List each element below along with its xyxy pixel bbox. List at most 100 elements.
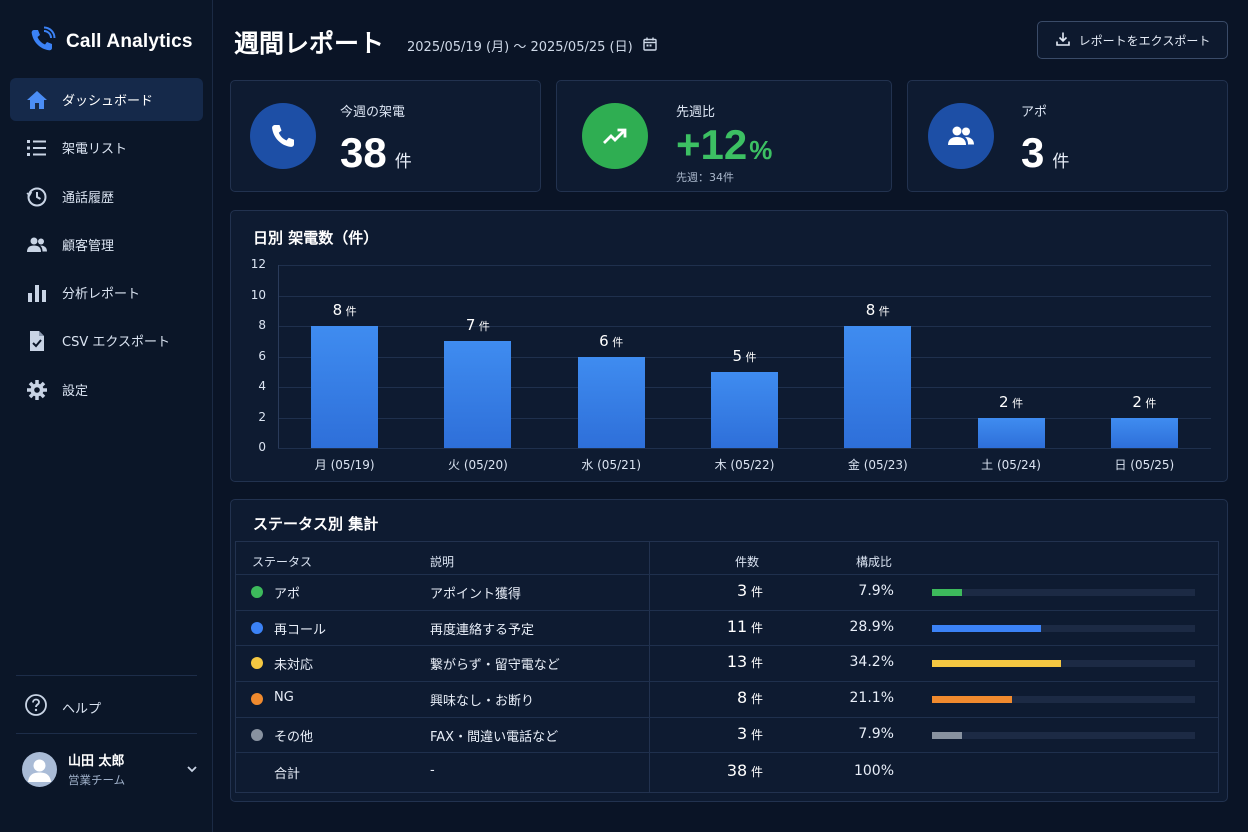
kpi-label: アポ (1021, 105, 1048, 120)
bar-unit: 件 (1008, 396, 1024, 410)
status-ratio: 28.9% (849, 618, 894, 635)
app-title: Call Analytics (66, 31, 193, 52)
status-name: その他 (274, 729, 314, 745)
ratio-bar-fill (932, 659, 1062, 667)
sidebar-item-label: ダッシュボード (62, 94, 154, 109)
user-menu[interactable]: 山田 太郎 営業チーム (22, 750, 202, 788)
ratio-bar-track (932, 588, 1195, 596)
sidebar-item-csv-export[interactable]: CSV エクスポート (10, 319, 203, 362)
chart-bar (1110, 417, 1178, 448)
table-row-divider (236, 717, 1218, 718)
header-status: ステータス (252, 555, 313, 569)
ratio-bar-track (932, 731, 1195, 739)
bar-unit: 件 (875, 305, 890, 318)
sidebar-item-label: 架電リスト (62, 142, 128, 157)
bar-value: 7 (465, 316, 476, 335)
status-count: 8 件 (693, 688, 763, 707)
count-value: 11 (726, 616, 748, 636)
status-description: 再度連絡する予定 (430, 622, 535, 638)
bar-value: 2 (999, 392, 1009, 411)
status-dot (251, 728, 263, 741)
sidebar-item-customers[interactable]: 顧客管理 (10, 223, 203, 266)
count-value: 38 (726, 761, 748, 780)
count-unit: 件 (747, 765, 763, 779)
x-tick-label: 木 (05/22) (714, 458, 775, 472)
table-row-divider (236, 645, 1218, 646)
sidebar-item-label: 分析レポート (62, 287, 141, 302)
status-name: 未対応 (274, 657, 314, 673)
status-summary-card (230, 499, 1228, 802)
count-unit: 件 (747, 655, 763, 670)
status-name: NG (274, 689, 294, 705)
kpi-card-appointments: アポ 3 件 (907, 80, 1228, 192)
table-row-divider (236, 752, 1218, 753)
ratio-bar-track (932, 659, 1195, 667)
gear-icon (26, 379, 48, 401)
sidebar-item-label: 設定 (62, 384, 89, 399)
count-unit: 件 (747, 584, 763, 599)
date-range-text: 2025/05/19 (月) 〜 2025/05/25 (日) (407, 40, 633, 55)
kpi-value: 3 件 (1021, 129, 1069, 177)
count-value: 3 (736, 580, 748, 600)
help-link[interactable]: ヘルプ (24, 693, 101, 721)
y-tick-label: 10 (250, 287, 266, 302)
x-tick-label: 月 (05/19) (314, 458, 375, 472)
date-range: 2025/05/19 (月) 〜 2025/05/25 (日) (407, 36, 657, 55)
status-table (235, 541, 1219, 793)
y-tick-label: 4 (258, 379, 266, 393)
kpi-unit: % (749, 135, 773, 165)
y-axis-line (278, 265, 279, 448)
bar-value: 8 (332, 301, 343, 319)
kpi-value: +12 % (676, 121, 772, 169)
sidebar-item-analysis-report[interactable]: 分析レポート (10, 271, 203, 314)
csv-file-icon (26, 330, 48, 352)
status-ratio: 21.1% (849, 689, 894, 706)
chevron-down-icon[interactable] (186, 760, 198, 779)
chart-title: 日別 架電数（件） (253, 229, 379, 247)
table-row-divider (236, 574, 1218, 575)
chart-bar (977, 417, 1045, 448)
kpi-unit: 件 (1052, 152, 1070, 172)
status-ratio: 7.9% (858, 725, 894, 742)
gridline (278, 448, 1211, 449)
export-label: レポートをエクスポート (1078, 33, 1211, 48)
y-tick-label: 2 (258, 409, 266, 424)
status-ratio: 7.9% (858, 582, 894, 599)
ratio-bar-track (932, 695, 1195, 703)
status-count: 3 件 (693, 581, 763, 600)
download-icon (1055, 31, 1071, 50)
bar-value-label: 2 件 (1104, 393, 1184, 411)
brand[interactable]: Call Analytics (28, 26, 193, 58)
bar-value: 5 (732, 346, 743, 365)
x-tick-label: 金 (05/23) (847, 458, 908, 472)
chart-bar (844, 326, 912, 448)
bar-chart-icon (26, 282, 48, 304)
help-icon (24, 693, 48, 721)
user-icon (28, 759, 51, 782)
count-unit: 件 (747, 727, 763, 742)
calendar-icon[interactable] (642, 37, 657, 55)
sidebar-item-label: 通話履歴 (62, 191, 115, 206)
y-tick-label: 12 (250, 257, 266, 271)
sidebar-item-settings[interactable]: 設定 (10, 368, 203, 411)
user-team: 営業チーム (68, 773, 126, 787)
export-report-button[interactable]: レポートをエクスポート (1037, 21, 1228, 59)
sidebar-item-call-list[interactable]: 架電リスト (10, 126, 203, 169)
count-unit: 件 (747, 620, 763, 635)
bar-unit: 件 (342, 305, 357, 318)
users-icon (928, 103, 994, 169)
header-ratio: 構成比 (856, 555, 893, 569)
chart-bar (577, 356, 645, 448)
total-ratio: 100% (853, 763, 894, 779)
sidebar: Call Analytics ダッシュボード 架電リスト 通話履歴 顧客管理 分… (0, 0, 213, 832)
table-row-divider (236, 681, 1218, 682)
total-description: - (430, 763, 435, 778)
status-description: FAX・間違い電話など (430, 729, 559, 745)
bar-value-label: 8 件 (838, 301, 918, 319)
x-tick-label: 日 (05/25) (1114, 458, 1175, 472)
sidebar-item-dashboard[interactable]: ダッシュボード (10, 78, 203, 121)
bar-unit: 件 (1141, 396, 1157, 410)
count-value: 8 (736, 687, 748, 707)
status-dot (251, 621, 263, 634)
sidebar-item-call-history[interactable]: 通話履歴 (10, 175, 203, 218)
